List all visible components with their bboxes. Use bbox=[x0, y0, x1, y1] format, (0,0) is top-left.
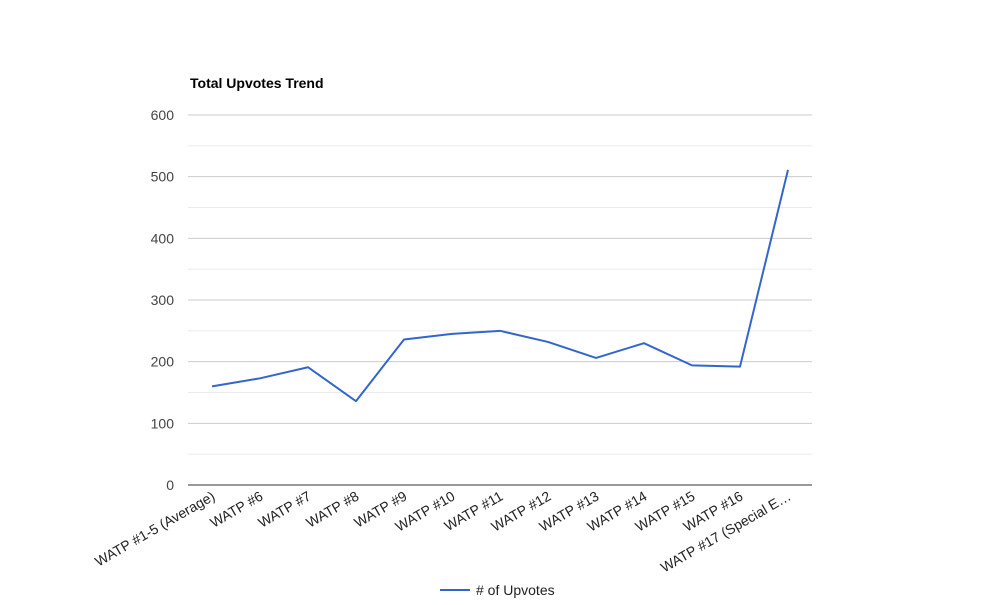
y-axis: 0 100 200 300 400 500 600 bbox=[151, 107, 812, 493]
series-layer bbox=[207, 165, 793, 406]
data-point[interactable] bbox=[303, 362, 313, 372]
legend-label: # of Upvotes bbox=[476, 582, 555, 598]
x-tick-label: WATP #6 bbox=[207, 488, 265, 531]
legend[interactable]: # of Upvotes bbox=[440, 582, 555, 598]
chart-title: Total Upvotes Trend bbox=[190, 75, 324, 91]
data-point[interactable] bbox=[447, 329, 457, 339]
y-tick-label: 600 bbox=[151, 107, 175, 123]
y-tick-label: 300 bbox=[151, 292, 175, 308]
data-point[interactable] bbox=[207, 381, 217, 391]
y-tick-label: 400 bbox=[151, 230, 175, 246]
data-point[interactable] bbox=[639, 338, 649, 348]
x-tick-label: WATP #7 bbox=[255, 488, 313, 531]
x-tick-label: WATP #8 bbox=[303, 488, 361, 531]
gridlines bbox=[188, 114, 812, 455]
data-point[interactable] bbox=[543, 337, 553, 347]
data-point[interactable] bbox=[255, 373, 265, 383]
data-point[interactable] bbox=[783, 165, 793, 175]
x-tick-label: WATP #1-5 (Average) bbox=[92, 488, 217, 570]
y-tick-label: 200 bbox=[151, 354, 175, 370]
data-point[interactable] bbox=[495, 326, 505, 336]
y-tick-label: 500 bbox=[151, 169, 175, 185]
data-point[interactable] bbox=[351, 396, 361, 406]
y-tick-label: 0 bbox=[166, 477, 174, 493]
data-point[interactable] bbox=[735, 362, 745, 372]
series-line[interactable] bbox=[211, 169, 789, 403]
data-point[interactable] bbox=[591, 353, 601, 363]
data-point[interactable] bbox=[399, 334, 409, 344]
y-tick-label: 100 bbox=[151, 415, 175, 431]
data-point[interactable] bbox=[687, 360, 697, 370]
